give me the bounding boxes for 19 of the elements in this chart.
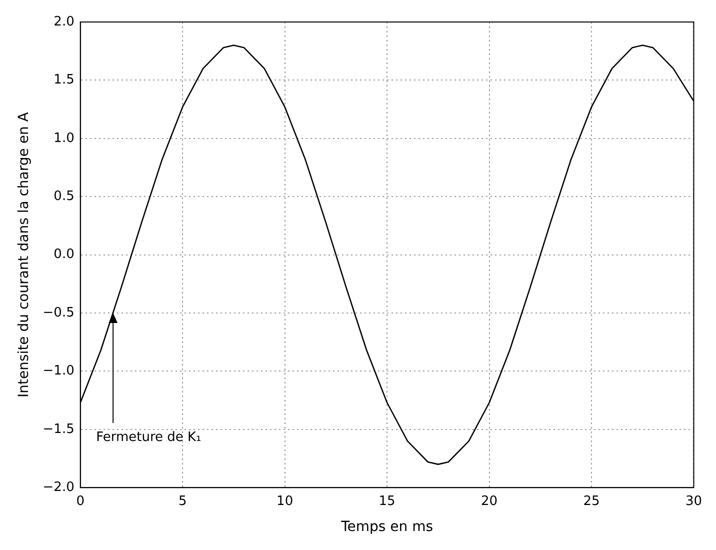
y-tick-label: −0.5	[42, 305, 74, 320]
x-tick-label: 0	[76, 494, 85, 509]
x-tick-label: 5	[178, 494, 187, 509]
x-tick-label: 25	[583, 494, 600, 509]
y-tick-label: 1.0	[54, 130, 74, 146]
y-tick-label: −1.0	[42, 364, 74, 379]
x-tick-label: 10	[276, 494, 294, 509]
x-axis-title: Temps en ms	[340, 519, 434, 536]
x-tick-label: 30	[685, 494, 702, 509]
y-tick-label: −1.5	[42, 422, 74, 437]
annotation: Fermeture de K₁	[96, 430, 202, 445]
x-tick-label: 20	[481, 494, 498, 509]
y-tick-label: −2.0	[42, 480, 74, 495]
y-axis-title: Intensite du courant dans la charge en A	[16, 112, 32, 398]
y-tick-label: 0.0	[54, 247, 74, 262]
x-tick-label: 15	[378, 494, 396, 509]
y-tick-label: 0.5	[54, 188, 74, 204]
y-tick-label: 1.5	[54, 72, 74, 88]
y-tick-label: 2.0	[54, 14, 74, 30]
